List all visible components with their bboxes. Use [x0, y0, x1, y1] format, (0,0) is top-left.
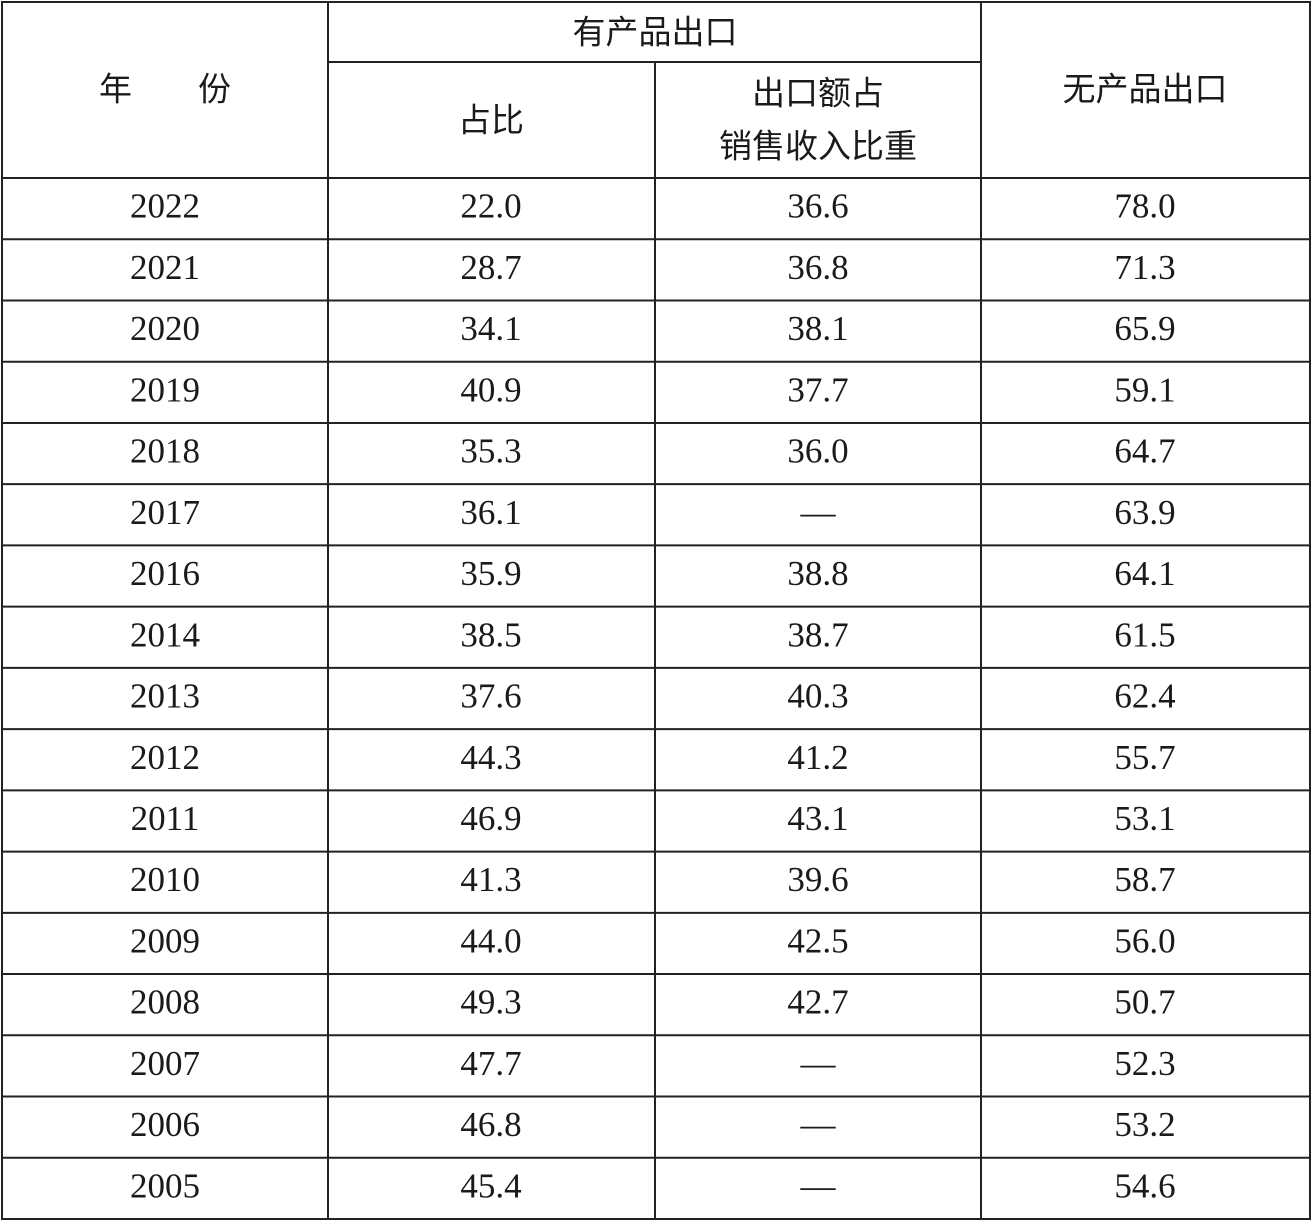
- cell: 62.4: [1114, 677, 1175, 716]
- cell: 36.0: [787, 432, 848, 471]
- cell: 2012: [130, 738, 200, 777]
- cell: 2010: [130, 860, 200, 899]
- cell: 50.7: [1114, 983, 1175, 1022]
- cell: 2018: [130, 432, 200, 471]
- cell: 36.6: [787, 187, 848, 226]
- cell: 53.1: [1114, 799, 1175, 838]
- cell: 2019: [130, 370, 200, 409]
- cell: 22.0: [460, 187, 521, 226]
- cell: 2009: [130, 921, 200, 960]
- cell: 37.6: [460, 677, 521, 716]
- cell: 56.0: [1114, 921, 1175, 960]
- cell: 34.1: [460, 309, 521, 348]
- cell: 38.7: [787, 615, 848, 654]
- cell: 38.8: [787, 554, 848, 593]
- cell: 2011: [131, 799, 200, 838]
- cell: 43.1: [787, 799, 848, 838]
- cell: 37.7: [787, 370, 848, 409]
- cell: 40.3: [787, 677, 848, 716]
- cell: 2022: [130, 187, 200, 226]
- cell: 52.3: [1114, 1044, 1175, 1083]
- cell: 38.1: [787, 309, 848, 348]
- header-export-ratio: 出口额占: [752, 74, 884, 113]
- cell: 45.4: [460, 1166, 521, 1205]
- cell: 2014: [130, 615, 200, 654]
- cell: 54.6: [1114, 1166, 1175, 1205]
- cell: 2016: [130, 554, 200, 593]
- cell: 41.2: [787, 738, 848, 777]
- cell: 38.5: [460, 615, 521, 654]
- cell: 42.7: [787, 983, 848, 1022]
- cell: 61.5: [1114, 615, 1175, 654]
- cell: 44.3: [460, 738, 521, 777]
- cell: 64.7: [1114, 432, 1175, 471]
- cell: 46.8: [460, 1105, 521, 1144]
- header-export-ratio: 销售收入比重: [719, 127, 917, 166]
- cell: 2006: [130, 1105, 200, 1144]
- cell: 36.1: [460, 493, 521, 532]
- cell: 59.1: [1114, 370, 1175, 409]
- header-none: 无产品出口: [1063, 70, 1228, 109]
- cell: 35.9: [460, 554, 521, 593]
- cell: 58.7: [1114, 860, 1175, 899]
- cell: 49.3: [460, 983, 521, 1022]
- cell: 2013: [130, 677, 200, 716]
- cell: 40.9: [460, 370, 521, 409]
- cell: 2021: [130, 248, 200, 287]
- cell: 65.9: [1114, 309, 1175, 348]
- cell: 64.1: [1114, 554, 1175, 593]
- cell: —: [800, 493, 837, 532]
- cell: 39.6: [787, 860, 848, 899]
- cell: 28.7: [460, 248, 521, 287]
- cell: 44.0: [460, 921, 521, 960]
- header-year: 年 份: [99, 70, 231, 109]
- cell: 71.3: [1114, 248, 1175, 287]
- cell: 42.5: [787, 921, 848, 960]
- cell: 55.7: [1114, 738, 1175, 777]
- cell: —: [800, 1105, 837, 1144]
- cell: 2008: [130, 983, 200, 1022]
- cell: 2020: [130, 309, 200, 348]
- cell: 41.3: [460, 860, 521, 899]
- cell: 2017: [130, 493, 200, 532]
- header-share: 占比: [458, 101, 524, 140]
- cell: —: [800, 1044, 837, 1083]
- cell: 36.8: [787, 248, 848, 287]
- cell: 78.0: [1114, 187, 1175, 226]
- header-group: 有产品出口: [573, 13, 738, 52]
- cell: 35.3: [460, 432, 521, 471]
- cell: 46.9: [460, 799, 521, 838]
- cell: 47.7: [460, 1044, 521, 1083]
- cell: 2007: [130, 1044, 200, 1083]
- cell: 2005: [130, 1166, 200, 1205]
- cell: 53.2: [1114, 1105, 1175, 1144]
- cell: 63.9: [1114, 493, 1175, 532]
- cell: —: [800, 1166, 837, 1205]
